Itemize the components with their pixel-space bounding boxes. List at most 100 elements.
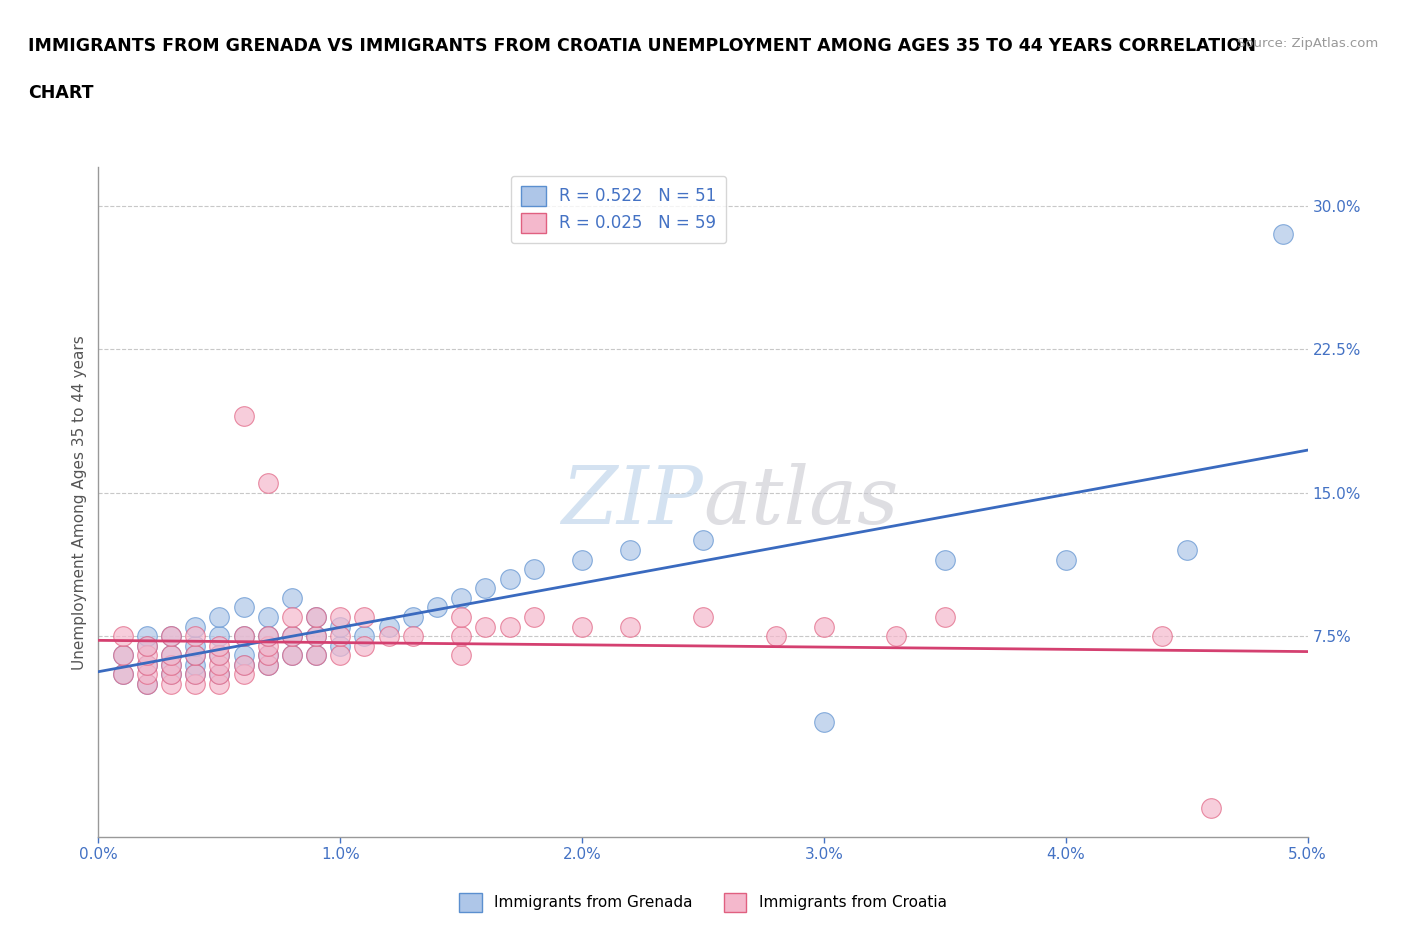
Point xyxy=(208,676,231,691)
Point xyxy=(523,562,546,577)
Point xyxy=(305,609,328,624)
Point xyxy=(523,609,546,624)
Point xyxy=(208,638,231,653)
Point xyxy=(281,629,304,644)
Point xyxy=(160,676,183,691)
Point xyxy=(305,648,328,663)
Point xyxy=(402,629,425,644)
Point xyxy=(111,667,134,682)
Point xyxy=(692,609,714,624)
Point xyxy=(184,667,207,682)
Point xyxy=(1175,542,1198,557)
Point xyxy=(111,648,134,663)
Point xyxy=(498,619,520,634)
Point xyxy=(281,629,304,644)
Point xyxy=(377,619,399,634)
Point xyxy=(135,648,157,663)
Point xyxy=(329,648,352,663)
Point xyxy=(571,619,593,634)
Text: ZIP: ZIP xyxy=(561,463,703,541)
Point xyxy=(474,581,496,596)
Point xyxy=(184,648,207,663)
Point xyxy=(256,609,278,624)
Point xyxy=(813,619,835,634)
Point xyxy=(232,648,254,663)
Point xyxy=(329,609,352,624)
Point xyxy=(135,638,157,653)
Point xyxy=(232,658,254,672)
Point xyxy=(160,658,183,672)
Point xyxy=(160,648,183,663)
Point xyxy=(402,609,425,624)
Point xyxy=(619,619,641,634)
Point xyxy=(474,619,496,634)
Point xyxy=(305,648,328,663)
Point xyxy=(571,552,593,567)
Point xyxy=(1272,227,1295,242)
Point xyxy=(135,638,157,653)
Point xyxy=(281,609,304,624)
Y-axis label: Unemployment Among Ages 35 to 44 years: Unemployment Among Ages 35 to 44 years xyxy=(72,335,87,670)
Point xyxy=(111,629,134,644)
Point xyxy=(111,667,134,682)
Point xyxy=(160,629,183,644)
Point xyxy=(184,619,207,634)
Point xyxy=(160,658,183,672)
Point xyxy=(232,667,254,682)
Text: CHART: CHART xyxy=(28,84,94,101)
Point xyxy=(281,648,304,663)
Point xyxy=(135,658,157,672)
Point xyxy=(184,658,207,672)
Point xyxy=(353,609,375,624)
Point xyxy=(208,609,231,624)
Point xyxy=(377,629,399,644)
Point xyxy=(281,648,304,663)
Point xyxy=(160,629,183,644)
Point xyxy=(232,658,254,672)
Point xyxy=(232,600,254,615)
Point xyxy=(111,648,134,663)
Point xyxy=(184,648,207,663)
Point xyxy=(135,676,157,691)
Point xyxy=(934,552,956,567)
Point xyxy=(256,629,278,644)
Point xyxy=(208,658,231,672)
Point xyxy=(353,638,375,653)
Point xyxy=(934,609,956,624)
Point xyxy=(329,629,352,644)
Point xyxy=(135,629,157,644)
Point xyxy=(450,648,472,663)
Point xyxy=(765,629,787,644)
Point xyxy=(208,667,231,682)
Point xyxy=(135,676,157,691)
Point xyxy=(160,648,183,663)
Point xyxy=(256,648,278,663)
Point xyxy=(450,609,472,624)
Legend: R = 0.522   N = 51, R = 0.025   N = 59: R = 0.522 N = 51, R = 0.025 N = 59 xyxy=(510,176,725,243)
Point xyxy=(450,591,472,605)
Point xyxy=(1199,801,1222,816)
Point xyxy=(208,629,231,644)
Point xyxy=(886,629,908,644)
Point xyxy=(305,609,328,624)
Point xyxy=(184,638,207,653)
Text: atlas: atlas xyxy=(703,463,898,541)
Point xyxy=(305,629,328,644)
Point xyxy=(256,658,278,672)
Point xyxy=(184,667,207,682)
Point xyxy=(184,676,207,691)
Legend: Immigrants from Grenada, Immigrants from Croatia: Immigrants from Grenada, Immigrants from… xyxy=(453,887,953,918)
Point xyxy=(305,629,328,644)
Point xyxy=(498,571,520,586)
Point xyxy=(232,408,254,423)
Point xyxy=(232,629,254,644)
Point xyxy=(256,648,278,663)
Point xyxy=(353,629,375,644)
Text: Source: ZipAtlas.com: Source: ZipAtlas.com xyxy=(1237,37,1378,50)
Point xyxy=(208,648,231,663)
Point xyxy=(619,542,641,557)
Point xyxy=(329,638,352,653)
Point xyxy=(135,667,157,682)
Point xyxy=(160,667,183,682)
Point xyxy=(135,658,157,672)
